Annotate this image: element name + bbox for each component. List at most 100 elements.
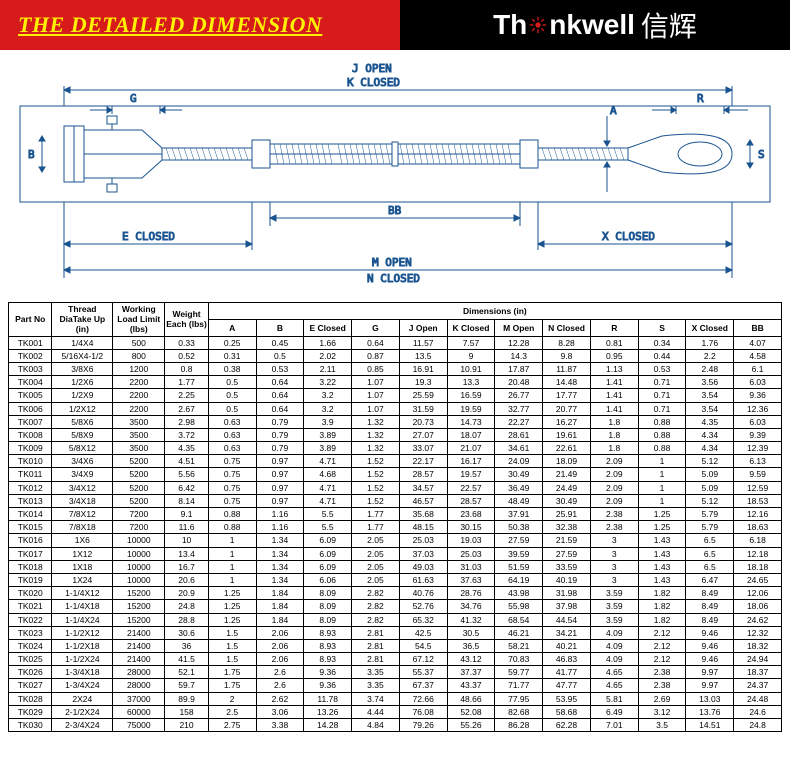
table-cell: 28000 [113,666,165,679]
table-cell: 4.07 [734,336,782,349]
table-cell: 0.97 [256,481,304,494]
table-cell: 8.09 [304,613,352,626]
table-cell: 5/8X6 [52,415,113,428]
table-cell: 21400 [113,639,165,652]
table-cell: 1.52 [352,494,400,507]
table-cell: 34.76 [447,600,495,613]
th-dim: BB [734,319,782,336]
table-cell: 5.81 [590,692,638,705]
th-dim: K Closed [447,319,495,336]
th-dim: J Open [399,319,447,336]
table-cell: 2200 [113,402,165,415]
logo-prefix: Th [493,9,527,41]
table-cell: 1.32 [352,442,400,455]
table-cell: 22.27 [495,415,543,428]
table-cell: 9.36 [304,666,352,679]
table-cell: 54.5 [399,639,447,652]
table-cell: 1-1/4X18 [52,600,113,613]
table-cell: 27.59 [543,547,591,560]
table-cell: 2.25 [165,389,208,402]
table-cell: 31.59 [399,402,447,415]
table-cell: 500 [113,336,165,349]
table-cell: 21.07 [447,442,495,455]
table-cell: 50.38 [495,521,543,534]
table-cell: 3.89 [304,428,352,441]
table-cell: TK001 [9,336,52,349]
table-cell: 1/4X4 [52,336,113,349]
table-cell: TK014 [9,508,52,521]
table-cell: 52.1 [165,666,208,679]
table-cell: 37.63 [447,573,495,586]
table-cell: 37.98 [543,600,591,613]
table-cell: 1 [208,534,256,547]
table-cell: 10000 [113,573,165,586]
table-cell: 31.03 [447,560,495,573]
th-dim: M Open [495,319,543,336]
th-dim: B [256,319,304,336]
table-cell: 4.09 [590,639,638,652]
table-cell: 1-3/4X24 [52,679,113,692]
table-cell: 0.97 [256,468,304,481]
table-cell: 0.71 [638,402,686,415]
table-cell: 6.09 [304,534,352,547]
label-n-closed: N CLOSED [367,272,420,285]
table-cell: 8.14 [165,494,208,507]
table-cell: 12.32 [734,626,782,639]
table-row: TK0025/16X4-1/28000.520.310.52.020.8713.… [9,349,782,362]
table-cell: 11.87 [543,362,591,375]
table-cell: 2.09 [590,481,638,494]
table-cell: 34.21 [543,626,591,639]
table-row: TK0221-1/4X241520028.81.251.848.092.8265… [9,613,782,626]
table-cell: 5.5 [304,508,352,521]
table-cell: 1 [638,468,686,481]
table-cell: 3.38 [256,719,304,732]
table-cell: 24.6 [734,705,782,718]
label-x-closed: X CLOSED [602,230,655,243]
table-cell: TK021 [9,600,52,613]
table-cell: TK022 [9,613,52,626]
table-cell: TK017 [9,547,52,560]
table-cell: 0.33 [165,336,208,349]
table-cell: 24.48 [734,692,782,705]
table-cell: 3500 [113,428,165,441]
table-cell: 24.94 [734,653,782,666]
table-cell: 0.25 [208,336,256,349]
diagram-area: J OPEN K CLOSED G R A B S [0,50,790,302]
table-cell: TK011 [9,468,52,481]
table-cell: 1.76 [686,336,734,349]
table-cell: 14.3 [495,349,543,362]
table-cell: 2.38 [590,508,638,521]
table-cell: TK023 [9,626,52,639]
table-row: TK0171X121000013.411.346.092.0537.0325.0… [9,547,782,560]
table-cell: 16.59 [447,389,495,402]
table-cell: 0.79 [256,415,304,428]
table-row: TK0261-3/4X182800052.11.752.69.363.3555.… [9,666,782,679]
table-cell: 10000 [113,547,165,560]
table-row: TK0123/4X1252006.420.750.974.711.5234.57… [9,481,782,494]
table-row: TK0181X181000016.711.346.092.0549.0331.0… [9,560,782,573]
table-cell: 43.12 [447,653,495,666]
table-cell: 0.45 [256,336,304,349]
table-cell: 0.85 [352,362,400,375]
table-cell: 1.43 [638,573,686,586]
table-cell: 0.53 [256,362,304,375]
table-cell: 3.22 [304,376,352,389]
table-cell: 18.53 [734,494,782,507]
table-cell: 33.59 [543,560,591,573]
table-cell: 3.54 [686,402,734,415]
table-cell: 3.5 [638,719,686,732]
table-cell: 25.59 [399,389,447,402]
table-cell: 0.75 [208,455,256,468]
table-cell: 8.49 [686,587,734,600]
table-cell: 25.03 [399,534,447,547]
table-cell: 1.84 [256,600,304,613]
table-cell: 1.82 [638,587,686,600]
table-cell: 0.75 [208,481,256,494]
table-cell: TK007 [9,415,52,428]
table-cell: 4.65 [590,666,638,679]
table-cell: TK025 [9,653,52,666]
th-dim: G [352,319,400,336]
table-cell: 2.81 [352,653,400,666]
table-cell: 1.25 [208,600,256,613]
table-cell: 27.59 [495,534,543,547]
